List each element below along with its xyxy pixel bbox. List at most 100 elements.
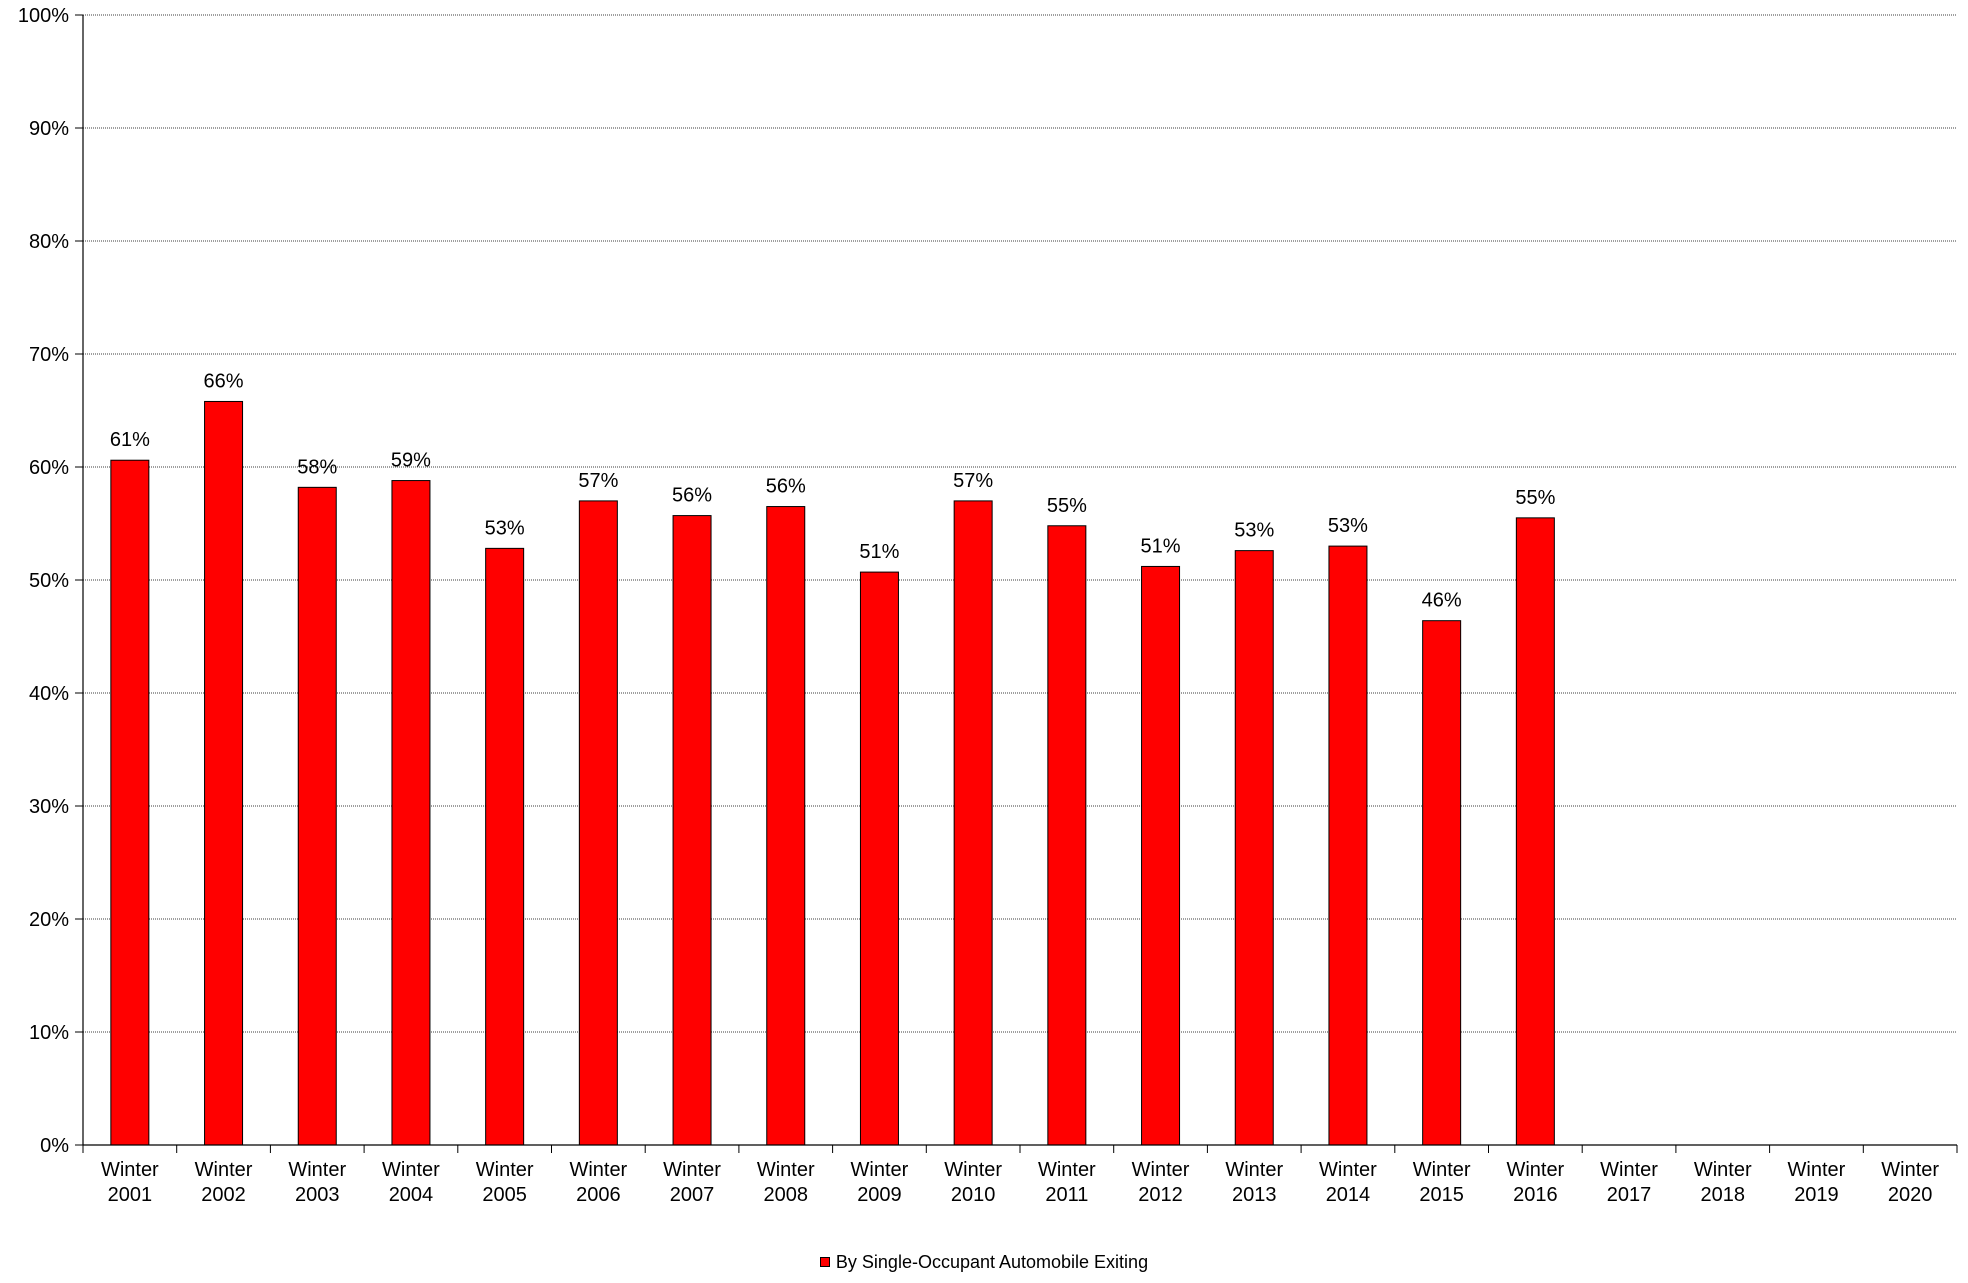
data-label: 57% [578, 470, 618, 492]
x-tick-label-line1: Winter [1694, 1159, 1752, 1181]
x-tick-label: Winter 2012 [1132, 1159, 1190, 1206]
x-tick-label: Winter 2006 [569, 1159, 627, 1206]
x-tick-label-line1: Winter [101, 1159, 159, 1181]
x-tick-label-line1: Winter [1600, 1159, 1658, 1181]
data-label: 51% [859, 541, 899, 563]
data-label: 56% [766, 476, 806, 498]
bar [1328, 545, 1368, 1146]
x-tick-label-line2: 2016 [1513, 1184, 1558, 1206]
x-tick-label: Winter 2008 [757, 1159, 815, 1206]
x-tick-label-line1: Winter [195, 1159, 253, 1181]
y-tick-label: 30% [29, 796, 69, 818]
legend: By Single-Occupant Automobile Exiting [0, 1250, 1968, 1274]
x-tick-label-line2: 2014 [1326, 1184, 1371, 1206]
y-tick-label: 80% [29, 231, 69, 253]
x-tick-label: Winter 2017 [1600, 1159, 1658, 1206]
bar [953, 500, 993, 1146]
data-label: 58% [297, 456, 337, 478]
data-labels: 61% 66% 58% 59% 53% 57% 56% 56% 51% 57% 55% 51% 53% 5… [110, 370, 1556, 611]
x-tick-label: Winter 2009 [851, 1159, 909, 1206]
bar [766, 506, 806, 1146]
data-label: 46% [1422, 590, 1462, 612]
x-tick-label-line2: 2007 [670, 1184, 715, 1206]
bar [1047, 525, 1087, 1146]
bar [578, 500, 618, 1146]
x-tick-label-line2: 2004 [389, 1184, 434, 1206]
y-tick-label: 20% [29, 909, 69, 931]
y-tick-label: 10% [29, 1022, 69, 1044]
x-tick-label-line1: Winter [1413, 1159, 1471, 1181]
bar [485, 547, 525, 1146]
x-tick-label-line2: 2010 [951, 1184, 996, 1206]
y-tick-label: 70% [29, 344, 69, 366]
legend-swatch [819, 1257, 830, 1267]
bars [110, 400, 1555, 1146]
x-tick-label-line2: 2003 [295, 1184, 340, 1206]
axes: 0% 10% 20% 30% 40% 50% 60% 70% 80% 90% 100% Winter 2… [18, 5, 1958, 1206]
x-tick-label: Winter 2011 [1038, 1159, 1096, 1206]
x-tick-label-line2: 2012 [1138, 1184, 1183, 1206]
data-label: 66% [204, 370, 244, 392]
x-tick-label-line1: Winter [476, 1159, 534, 1181]
x-tick-label-line1: Winter [663, 1159, 721, 1181]
bar [297, 486, 337, 1146]
legend-label: By Single-Occupant Automobile Exiting [835, 1251, 1149, 1272]
y-tick-label: 50% [29, 570, 69, 592]
bar [859, 571, 899, 1146]
x-tick-label-line2: 2008 [764, 1184, 809, 1206]
data-label: 51% [1141, 535, 1181, 557]
x-tick-label: Winter 2020 [1881, 1159, 1939, 1206]
x-tick-label-line1: Winter [1132, 1159, 1190, 1181]
x-tick-label-line2: 2005 [482, 1184, 527, 1206]
x-tick-label-line1: Winter [1788, 1159, 1846, 1181]
x-tick-label: Winter 2014 [1319, 1159, 1377, 1206]
x-tick-label-line2: 2017 [1607, 1184, 1652, 1206]
x-tick-label-line2: 2006 [576, 1184, 621, 1206]
x-tick-label-line2: 2018 [1701, 1184, 1746, 1206]
data-label: 56% [672, 485, 712, 507]
x-tick-label-line2: 2013 [1232, 1184, 1277, 1206]
bar [204, 400, 244, 1146]
bar [672, 515, 712, 1146]
x-tick-label-line2: 2015 [1419, 1184, 1464, 1206]
y-tick-label: 90% [29, 118, 69, 140]
data-label: 53% [1328, 515, 1368, 537]
x-tick-label-line1: Winter [944, 1159, 1002, 1181]
y-tick-label: 0% [40, 1135, 69, 1157]
data-label: 57% [953, 470, 993, 492]
x-tick-label-line1: Winter [757, 1159, 815, 1181]
y-tick-label: 40% [29, 683, 69, 705]
data-label: 55% [1047, 495, 1087, 517]
bar [391, 480, 431, 1146]
x-tick-label-line2: 2002 [201, 1184, 246, 1206]
x-tick-label: Winter 2015 [1413, 1159, 1471, 1206]
x-tick-label-line1: Winter [1038, 1159, 1096, 1181]
x-tick-label: Winter 2007 [663, 1159, 721, 1206]
x-tick-label: Winter 2005 [476, 1159, 534, 1206]
x-tick-label: Winter 2002 [195, 1159, 253, 1206]
x-tick-label-line1: Winter [1881, 1159, 1939, 1181]
x-tick-label-line2: 2019 [1794, 1184, 1839, 1206]
gridlines [83, 14, 1957, 1033]
bar [1422, 620, 1462, 1146]
bar [1515, 517, 1555, 1146]
bar [1141, 565, 1181, 1146]
data-label: 61% [110, 429, 150, 451]
x-tick-label: Winter 2016 [1506, 1159, 1564, 1206]
x-tick-label-line2: 2001 [108, 1184, 153, 1206]
x-tick-label-line1: Winter [1225, 1159, 1283, 1181]
y-tick-label: 100% [18, 5, 69, 27]
data-label: 53% [485, 517, 525, 539]
x-tick-label: Winter 2010 [944, 1159, 1002, 1206]
data-label: 59% [391, 450, 431, 472]
x-tick-label-line1: Winter [288, 1159, 346, 1181]
data-label: 53% [1234, 520, 1274, 542]
x-tick-label-line1: Winter [569, 1159, 627, 1181]
x-tick-label-line2: 2011 [1045, 1184, 1088, 1206]
x-tick-label: Winter 2003 [288, 1159, 346, 1206]
data-label: 55% [1515, 487, 1555, 509]
x-tick-label-line2: 2009 [857, 1184, 902, 1206]
bar [110, 459, 150, 1146]
